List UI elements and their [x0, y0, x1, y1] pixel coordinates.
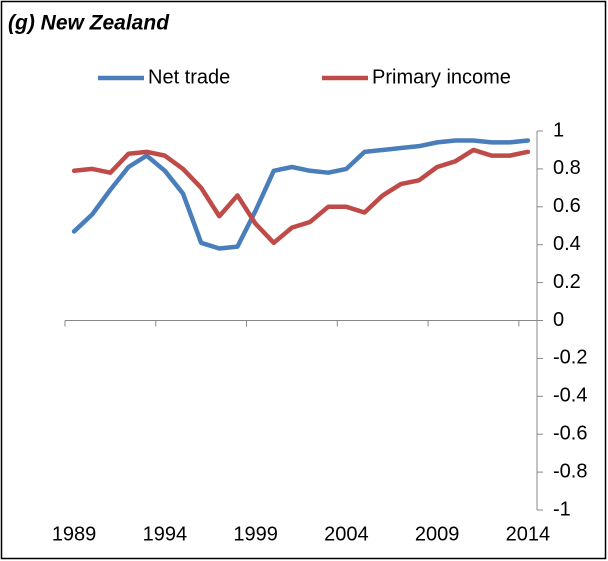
x-tick-label: 2009 [415, 523, 460, 545]
y-tick-label: 1 [553, 119, 564, 141]
y-tick-label: -0.4 [553, 385, 587, 407]
chart-title: (g) New Zealand [8, 12, 170, 35]
x-tick-label: 1999 [233, 523, 278, 545]
y-tick-label: -0.8 [553, 460, 587, 482]
series-line [71, 138, 531, 251]
x-tick-label: 2004 [324, 523, 369, 545]
y-tick-label: -0.2 [553, 347, 587, 369]
x-tick-label: 1994 [143, 523, 188, 545]
y-tick-label: -0.6 [553, 422, 587, 444]
x-tick-label: 2014 [506, 523, 551, 545]
legend-label: Primary income [372, 66, 511, 88]
series-line [71, 147, 531, 246]
x-tick-label: 1989 [52, 523, 97, 545]
y-tick-label: 0.2 [553, 271, 581, 293]
y-tick-label: 0.6 [553, 195, 581, 217]
y-tick-label: 0.4 [553, 233, 581, 255]
legend-label: Net trade [148, 66, 230, 88]
y-tick-label: 0.8 [553, 157, 581, 179]
y-tick-label: -1 [553, 498, 571, 520]
y-tick-label: 0 [553, 309, 564, 331]
